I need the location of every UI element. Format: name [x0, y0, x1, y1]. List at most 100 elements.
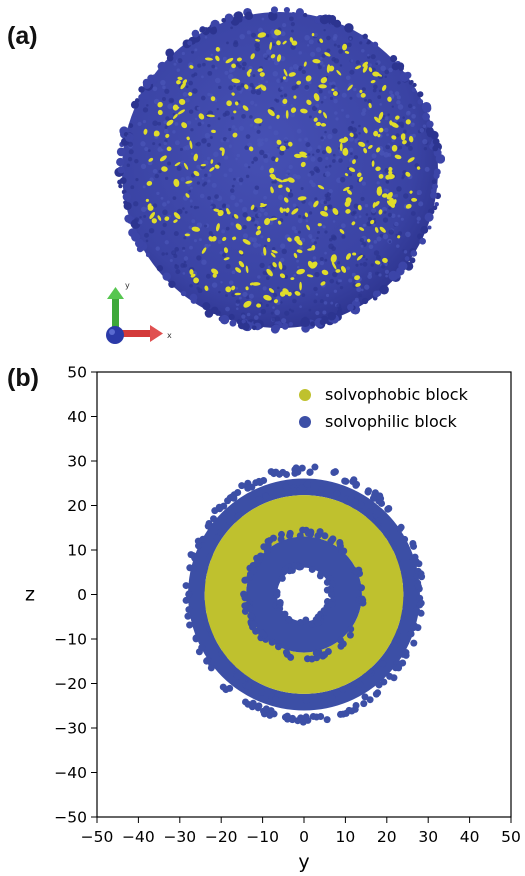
solvophobic-patch — [226, 100, 232, 107]
surface-bead — [290, 44, 296, 50]
surface-bead — [354, 216, 358, 219]
surface-bead — [315, 47, 322, 53]
solvophilic-block-point — [366, 507, 374, 515]
surface-bead — [419, 128, 425, 133]
solvophobic-patch — [288, 72, 296, 77]
surface-bead — [332, 128, 338, 134]
solvophobic-patch — [359, 89, 363, 94]
surface-bead — [207, 70, 213, 76]
solvophobic-patch — [379, 226, 386, 233]
solvophobic-patch — [278, 184, 283, 188]
surface-bead — [289, 66, 294, 71]
solvophobic-patch — [328, 65, 335, 72]
surface-bead — [142, 185, 146, 189]
surface-bead — [139, 216, 142, 219]
surface-bead — [219, 314, 230, 325]
y-tick-label: −20 — [54, 675, 87, 693]
surface-bead — [196, 141, 201, 147]
solvophobic-patch — [331, 261, 337, 270]
solvophilic-block-point — [226, 684, 234, 692]
solvophobic-patch — [231, 63, 236, 69]
solvophilic-block-point — [290, 487, 298, 495]
surface-bead — [323, 95, 327, 100]
surface-bead — [196, 286, 200, 290]
solvophobic-patch — [153, 131, 159, 137]
surface-bead — [246, 312, 251, 317]
solvophilic-block-point — [192, 635, 200, 643]
surface-bead — [238, 177, 244, 183]
surface-bead — [380, 65, 386, 72]
surface-bead — [432, 145, 439, 152]
y-tick-label: 50 — [67, 364, 87, 382]
surface-bead — [383, 127, 389, 133]
surface-bead — [367, 274, 373, 279]
surface-bead — [245, 134, 251, 139]
surface-bead — [196, 106, 201, 111]
surface-bead — [212, 26, 217, 31]
surface-bead — [225, 306, 230, 312]
surface-bead — [396, 95, 401, 100]
surface-bead — [180, 290, 187, 297]
surface-bead — [422, 112, 430, 121]
surface-bead — [257, 212, 262, 218]
surface-bead — [221, 204, 227, 209]
surface-bead — [119, 177, 127, 185]
surface-bead — [302, 316, 308, 322]
x-axis-label: y — [298, 851, 309, 873]
surface-bead — [310, 321, 316, 327]
solvophobic-patch — [332, 207, 339, 215]
solvophobic-patch — [340, 265, 347, 273]
surface-bead — [283, 114, 287, 119]
solvophobic-patch — [305, 75, 312, 82]
solvophobic-patch — [318, 84, 327, 89]
surface-bead — [401, 174, 406, 178]
solvophobic-patch — [276, 114, 280, 119]
surface-bead — [410, 250, 418, 257]
solvophobic-patch — [216, 223, 220, 232]
surface-bead — [166, 200, 170, 204]
solvophilic-block-point — [186, 621, 194, 629]
surface-bead — [152, 86, 158, 92]
surface-bead — [317, 65, 322, 70]
surface-bead — [214, 310, 221, 316]
surface-bead — [218, 290, 221, 294]
surface-bead — [163, 141, 168, 146]
surface-bead — [295, 8, 304, 17]
solvophobic-patch — [231, 285, 236, 291]
solvophilic-block-point — [250, 567, 258, 575]
surface-bead — [308, 201, 313, 206]
solvophobic-patch — [267, 109, 275, 117]
solvophilic-block-point — [323, 716, 331, 724]
surface-bead — [281, 322, 289, 330]
solvophilic-block-point — [402, 577, 410, 585]
solvophilic-block-point — [226, 517, 234, 525]
solvophobic-patch — [200, 163, 207, 167]
surface-bead — [336, 303, 342, 309]
surface-bead — [423, 146, 428, 151]
surface-bead — [224, 13, 234, 23]
solvophilic-block-point — [241, 594, 249, 602]
y-axis-label: z — [25, 584, 35, 606]
surface-bead — [285, 173, 289, 177]
surface-bead — [272, 324, 281, 332]
solvophilic-block-point — [283, 712, 291, 720]
surface-bead — [140, 163, 147, 170]
solvophobic-patch — [343, 136, 349, 142]
solvophilic-block-point — [316, 528, 324, 536]
solvophobic-patch — [289, 37, 294, 43]
solvophobic-patch — [201, 247, 207, 254]
surface-bead — [396, 121, 400, 125]
solvophobic-patch — [270, 54, 276, 59]
surface-bead — [220, 280, 223, 284]
surface-bead — [324, 230, 328, 234]
surface-bead — [282, 22, 287, 28]
surface-bead — [188, 225, 192, 229]
solvophobic-patch — [344, 200, 351, 207]
surface-bead — [398, 121, 405, 127]
surface-bead — [337, 44, 341, 48]
surface-bead — [304, 34, 310, 41]
surface-bead — [311, 182, 316, 188]
surface-bead — [251, 325, 257, 331]
surface-bead — [374, 271, 379, 276]
surface-bead — [341, 234, 346, 239]
